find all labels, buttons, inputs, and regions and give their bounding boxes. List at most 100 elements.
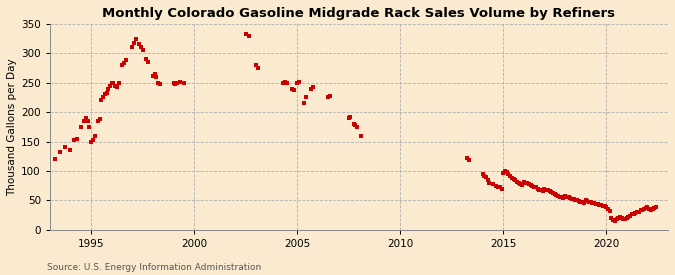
Point [626, 212, 637, 217]
Point [572, 198, 583, 203]
Text: Source: U.S. Energy Information Administration: Source: U.S. Energy Information Administ… [47, 263, 261, 272]
Point [118, 61, 129, 65]
Point [127, 45, 138, 50]
Point [604, 209, 615, 213]
Point [352, 125, 362, 129]
Point [503, 172, 514, 176]
Point [556, 195, 567, 200]
Point [278, 81, 289, 85]
Point [134, 42, 144, 47]
Point [117, 63, 128, 67]
Point [244, 34, 254, 38]
Point [553, 193, 564, 198]
Point [110, 83, 121, 88]
Point [240, 32, 251, 37]
Point [575, 199, 586, 204]
Point [524, 182, 535, 186]
Point [55, 149, 65, 154]
Point [632, 210, 643, 214]
Point [95, 117, 105, 121]
Point [566, 196, 577, 201]
Point [606, 216, 617, 220]
Point [344, 116, 354, 120]
Point [493, 185, 504, 190]
Point [137, 48, 148, 53]
Point [518, 179, 529, 184]
Point [69, 138, 80, 142]
Point [108, 81, 119, 85]
Point [151, 75, 162, 79]
Point [462, 156, 472, 160]
Point [491, 183, 502, 188]
Point [547, 191, 558, 196]
Point [622, 216, 632, 220]
Point [168, 81, 179, 85]
Point [494, 185, 505, 189]
Point [633, 209, 644, 214]
Point [558, 196, 569, 200]
Point [149, 72, 160, 76]
Point [623, 214, 634, 219]
Point [80, 116, 91, 120]
Point [113, 81, 124, 85]
Point [554, 195, 565, 199]
Point [535, 188, 546, 192]
Point [563, 195, 574, 200]
Point [294, 79, 304, 84]
Point [641, 206, 651, 210]
Point [98, 95, 109, 100]
Point [644, 207, 655, 211]
Title: Monthly Colorado Gasoline Midgrade Rack Sales Volume by Refiners: Monthly Colorado Gasoline Midgrade Rack … [103, 7, 616, 20]
Point [178, 81, 189, 85]
Point [610, 219, 620, 223]
Point [170, 82, 181, 86]
Point [592, 202, 603, 207]
Point [288, 87, 299, 92]
Point [50, 157, 61, 161]
Point [89, 133, 100, 138]
Point [651, 205, 661, 209]
Point [101, 91, 112, 95]
Point [574, 199, 585, 203]
Point [348, 122, 359, 126]
Point [597, 204, 608, 208]
Point [281, 81, 292, 85]
Point [630, 211, 641, 216]
Point [576, 200, 587, 204]
Point [587, 200, 598, 205]
Point [532, 186, 543, 191]
Point [560, 194, 570, 199]
Point [60, 145, 71, 150]
Point [355, 133, 366, 138]
Point [525, 183, 536, 187]
Point [500, 169, 510, 173]
Point [483, 178, 493, 182]
Point [620, 217, 630, 221]
Point [537, 189, 548, 193]
Point [608, 218, 618, 222]
Point [105, 83, 115, 88]
Point [611, 217, 622, 221]
Point [464, 158, 475, 163]
Point [527, 184, 538, 188]
Point [82, 119, 93, 123]
Point [645, 208, 656, 212]
Point [142, 60, 153, 64]
Point [84, 125, 95, 129]
Y-axis label: Thousand Gallons per Day: Thousand Gallons per Day [7, 58, 17, 196]
Point [103, 86, 113, 91]
Point [487, 182, 498, 186]
Point [544, 189, 555, 193]
Point [591, 202, 601, 206]
Point [541, 188, 551, 192]
Point [639, 207, 649, 211]
Point [594, 203, 605, 207]
Point [582, 199, 593, 203]
Point [307, 85, 318, 90]
Point [522, 181, 533, 186]
Point [549, 192, 560, 196]
Point [252, 66, 263, 70]
Point [568, 197, 579, 201]
Point [479, 174, 489, 178]
Point [506, 176, 517, 180]
